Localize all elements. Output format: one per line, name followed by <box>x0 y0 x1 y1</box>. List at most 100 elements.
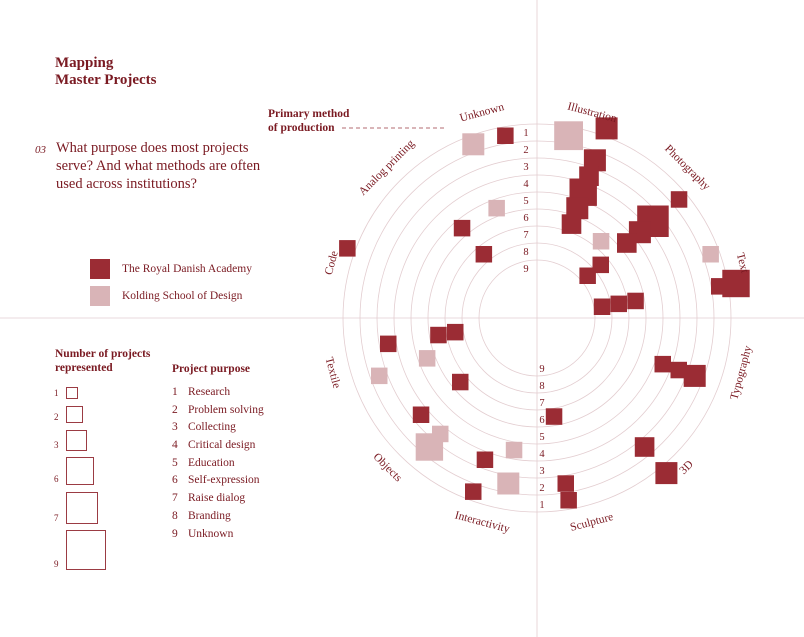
method-label: Analog printing <box>357 138 417 198</box>
title-line-1: Mapping <box>55 55 114 71</box>
royal-danish-academy-mark <box>654 355 671 373</box>
size-legend-label: 2 <box>54 412 59 422</box>
size-legend-heading-line-1: Number of projects <box>55 348 151 360</box>
purpose-legend-number: 6 <box>172 474 178 487</box>
royal-danish-academy-mark <box>475 246 493 263</box>
purpose-legend-label: Collecting <box>188 421 236 434</box>
royal-danish-academy-mark <box>655 462 678 485</box>
purpose-legend-item: 7 Raise dialog <box>172 492 264 510</box>
size-legend-box <box>66 406 83 423</box>
purpose-legend-label: Research <box>188 386 231 398</box>
title-line-2: Master Projects <box>55 72 157 88</box>
method-label: 3D <box>677 458 695 476</box>
purpose-legend-label: Raise dialog <box>188 492 246 505</box>
ring-number-label-bottom: 4 <box>539 449 545 460</box>
grid-ring <box>342 123 732 513</box>
method-label: Sculpture <box>569 511 615 534</box>
kolding-school-mark <box>371 367 388 385</box>
ring-number-label-bottom: 3 <box>539 466 544 477</box>
grid-ring <box>461 242 613 394</box>
axis-callout-line-2: of production <box>268 122 335 134</box>
royal-danish-academy-mark <box>617 233 637 253</box>
size-legend-label: 1 <box>54 388 59 398</box>
kolding-school-mark <box>418 350 436 367</box>
royal-danish-academy-mark <box>627 292 644 310</box>
royal-danish-academy-mark <box>412 406 430 423</box>
size-legend-heading: Number of projects represented <box>55 347 150 375</box>
purpose-legend-item: 3 Collecting <box>172 421 264 439</box>
ring-number-label-top: 2 <box>523 145 528 156</box>
method-label: Typography <box>728 344 754 401</box>
royal-danish-academy-mark <box>711 278 728 295</box>
ring-number-label-bottom: 8 <box>539 381 544 392</box>
purpose-legend-label: Branding <box>188 509 231 522</box>
size-legend-box <box>66 430 87 451</box>
method-label: Text <box>734 252 751 275</box>
royal-danish-academy-mark <box>579 267 596 284</box>
grid-ring <box>359 140 715 496</box>
size-legend-label: 6 <box>54 474 59 484</box>
royal-danish-academy-mark <box>634 437 655 457</box>
royal-danish-academy-mark <box>545 408 563 425</box>
size-legend-box <box>66 387 78 399</box>
ring-number-label-top: 4 <box>523 179 529 190</box>
purpose-legend-label: Critical design <box>188 439 256 452</box>
size-legend-label: 3 <box>54 440 59 450</box>
method-label: Textile <box>323 356 343 390</box>
purpose-legend-item: 4 Critical design <box>172 439 264 457</box>
grid-ring <box>444 225 630 411</box>
question-number: 03 <box>35 144 46 156</box>
ring-number-label-bottom: 9 <box>539 364 544 375</box>
kolding-school-mark <box>462 133 485 156</box>
royal-danish-academy-mark <box>683 364 706 387</box>
kolding-school-mark <box>505 441 523 459</box>
purpose-legend-item: 2 Problem solving <box>172 404 264 422</box>
question-text: What purpose does most projects serve? A… <box>56 140 261 192</box>
royal-danish-academy-mark <box>453 219 471 237</box>
royal-danish-academy-mark <box>339 240 356 257</box>
royal-danish-academy-mark <box>447 323 464 341</box>
purpose-legend-item: 6 Self-expression <box>172 474 264 492</box>
kolding-school-mark <box>497 472 520 495</box>
kolding-school-mark <box>554 121 583 151</box>
axis-callout-line-1: Primary method <box>268 108 350 120</box>
legend-swatch-royal-danish-academy <box>90 259 110 279</box>
ring-number-label-top: 6 <box>523 213 528 224</box>
grid-ring <box>427 208 647 428</box>
ring-number-label-top: 8 <box>523 247 528 258</box>
size-legend-box <box>66 457 94 485</box>
purpose-legend-number: 2 <box>172 403 178 416</box>
royal-danish-academy-mark <box>583 149 606 172</box>
ring-number-label-top: 1 <box>523 128 528 139</box>
purpose-legend-item: 1 Research <box>172 386 264 404</box>
royal-danish-academy-mark <box>465 483 482 500</box>
size-legend-box <box>66 530 106 570</box>
size-legend-label: 9 <box>54 559 59 569</box>
size-legend-label: 7 <box>54 513 59 523</box>
royal-danish-academy-mark <box>497 127 514 144</box>
purpose-legend-number: 9 <box>172 527 178 540</box>
method-label: Code <box>323 250 341 277</box>
royal-danish-academy-mark <box>560 492 577 509</box>
royal-danish-academy-mark <box>557 475 574 492</box>
grid-ring <box>410 191 664 445</box>
royal-danish-academy-mark <box>670 361 687 379</box>
chart-marks <box>339 117 750 509</box>
royal-danish-academy-mark <box>593 298 611 315</box>
kolding-school-mark <box>488 199 505 217</box>
royal-danish-academy-mark <box>592 256 609 274</box>
purpose-legend-number: 1 <box>172 386 178 398</box>
ring-number-label-bottom: 6 <box>539 415 544 426</box>
purpose-legend-label: Education <box>188 456 235 469</box>
grid-ring <box>393 174 681 462</box>
size-legend-heading-line-2: represented <box>55 362 113 374</box>
purpose-legend-number: 7 <box>172 492 178 505</box>
purpose-legend-list: 1 Research 2 Problem solving 3 Collecting 4 Cri… <box>172 386 264 545</box>
purpose-legend-heading: Project purpose <box>172 363 251 375</box>
kolding-school-mark <box>702 246 719 263</box>
ring-number-label-top: 9 <box>523 264 528 275</box>
kolding-school-mark <box>592 233 610 250</box>
size-legend-box <box>66 492 98 524</box>
